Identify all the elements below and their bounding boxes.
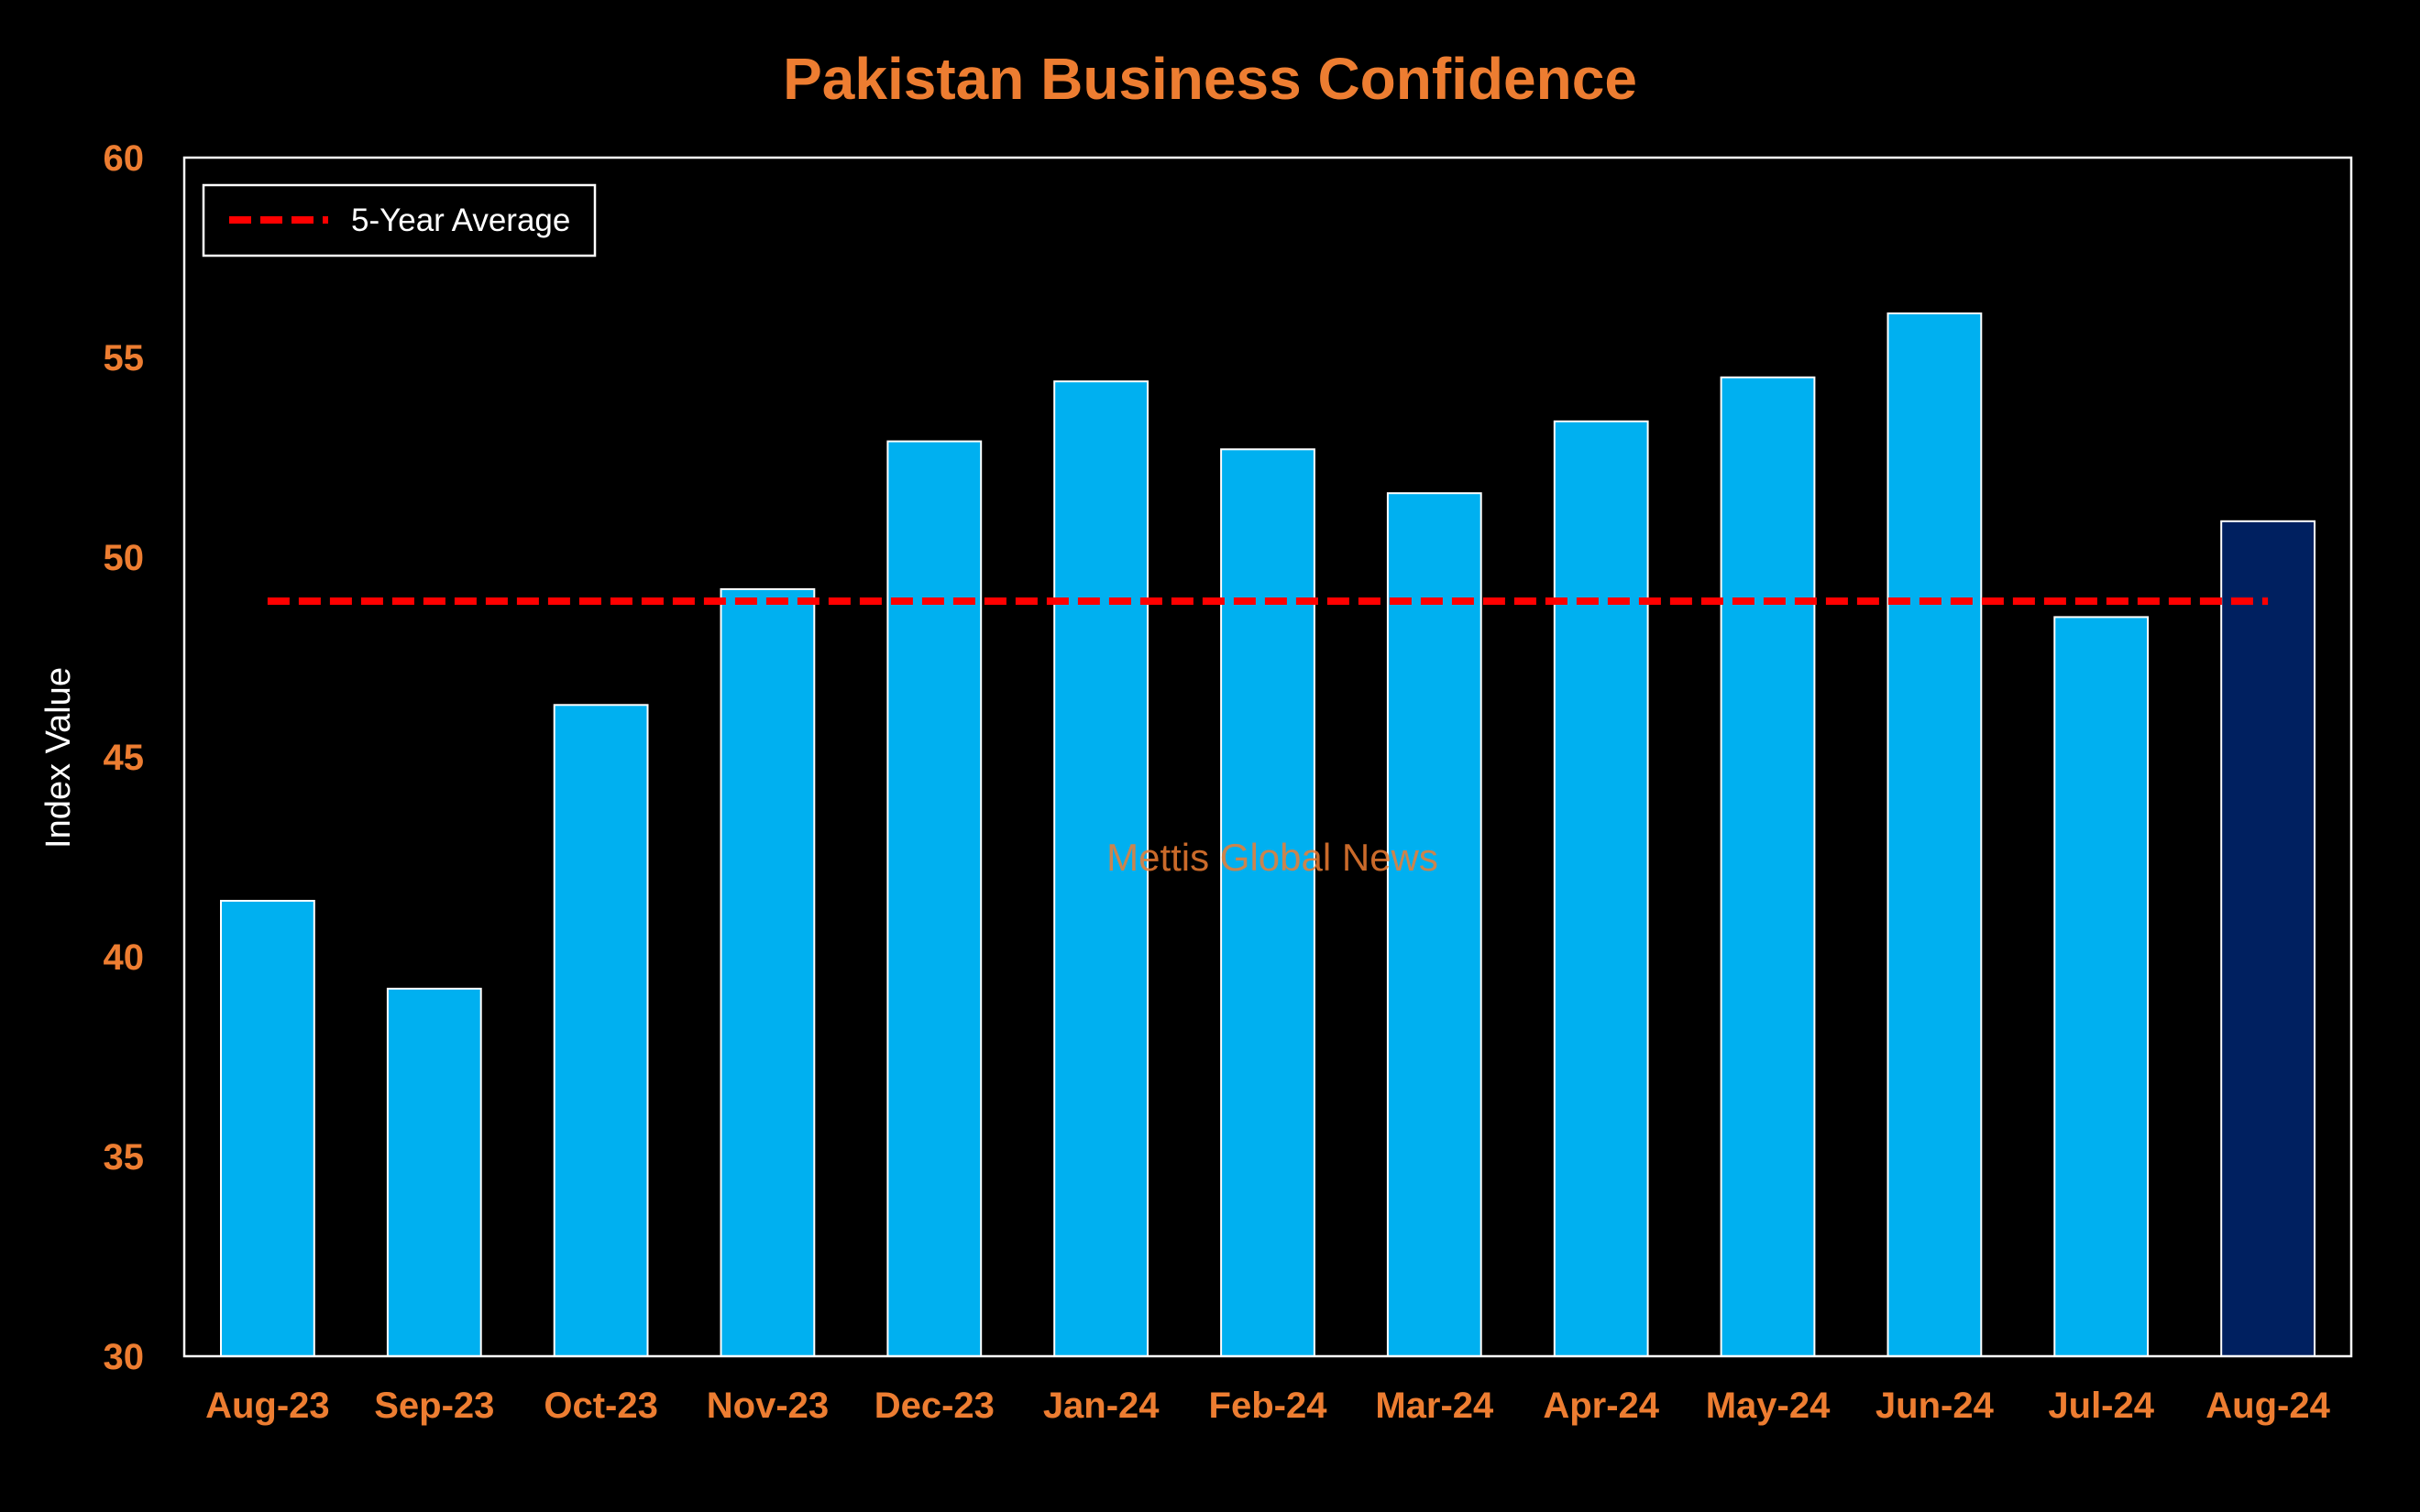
x-tick-label: Dec-23 (874, 1386, 995, 1426)
watermark: Mettis Global News (1106, 836, 1438, 879)
y-tick-label: 55 (104, 338, 145, 378)
bar-apr-24 (1553, 420, 1649, 1357)
legend: 5-Year Average (202, 183, 597, 257)
bar-aug-24 (2220, 520, 2316, 1357)
y-tick-label: 40 (104, 937, 145, 978)
x-tick-label: Aug-24 (2206, 1386, 2330, 1426)
x-axis-ticks: Aug-23 Sep-23 Oct-23 Nov-23 Dec-23 Jan-24 Feb-… (205, 1386, 2331, 1426)
x-tick-label: Feb-24 (1209, 1386, 1328, 1426)
bar-oct-23 (553, 704, 649, 1357)
legend-label: 5-Year Average (351, 203, 570, 238)
x-tick-label: Jun-24 (1876, 1386, 1995, 1426)
bar-feb-24 (1220, 448, 1315, 1357)
x-tick-label: Jul-24 (2048, 1386, 2154, 1426)
bars-layer (220, 312, 2316, 1358)
x-tick-label: Aug-23 (205, 1386, 330, 1426)
bar-dec-23 (886, 440, 983, 1358)
bar-sep-23 (386, 987, 482, 1358)
plot-area-border (182, 156, 2353, 1358)
y-tick-label: 50 (104, 538, 145, 578)
bar-mar-24 (1386, 492, 1482, 1357)
bar-jun-24 (1886, 312, 1983, 1357)
x-tick-label: Apr-24 (1543, 1386, 1659, 1426)
y-tick-label: 45 (104, 738, 145, 778)
x-tick-label: Sep-23 (374, 1386, 494, 1426)
y-axis-ticks: 30 35 40 45 50 55 60 (104, 138, 145, 1377)
x-tick-label: Nov-23 (707, 1386, 829, 1426)
x-tick-label: Mar-24 (1375, 1386, 1494, 1426)
x-tick-label: Jan-24 (1043, 1386, 1160, 1426)
bar-aug-23 (220, 900, 315, 1357)
x-tick-label: Oct-23 (544, 1386, 658, 1426)
chart-title: Pakistan Business Confidence (783, 46, 1637, 112)
y-tick-label: 30 (104, 1337, 145, 1377)
y-tick-label: 60 (104, 138, 145, 179)
bar-jul-24 (2053, 616, 2150, 1357)
y-axis-label: Index Value (39, 667, 78, 849)
y-tick-label: 35 (104, 1137, 145, 1178)
bar-nov-23 (720, 587, 816, 1357)
bar-may-24 (1720, 376, 1816, 1357)
x-tick-label: May-24 (1706, 1386, 1831, 1426)
